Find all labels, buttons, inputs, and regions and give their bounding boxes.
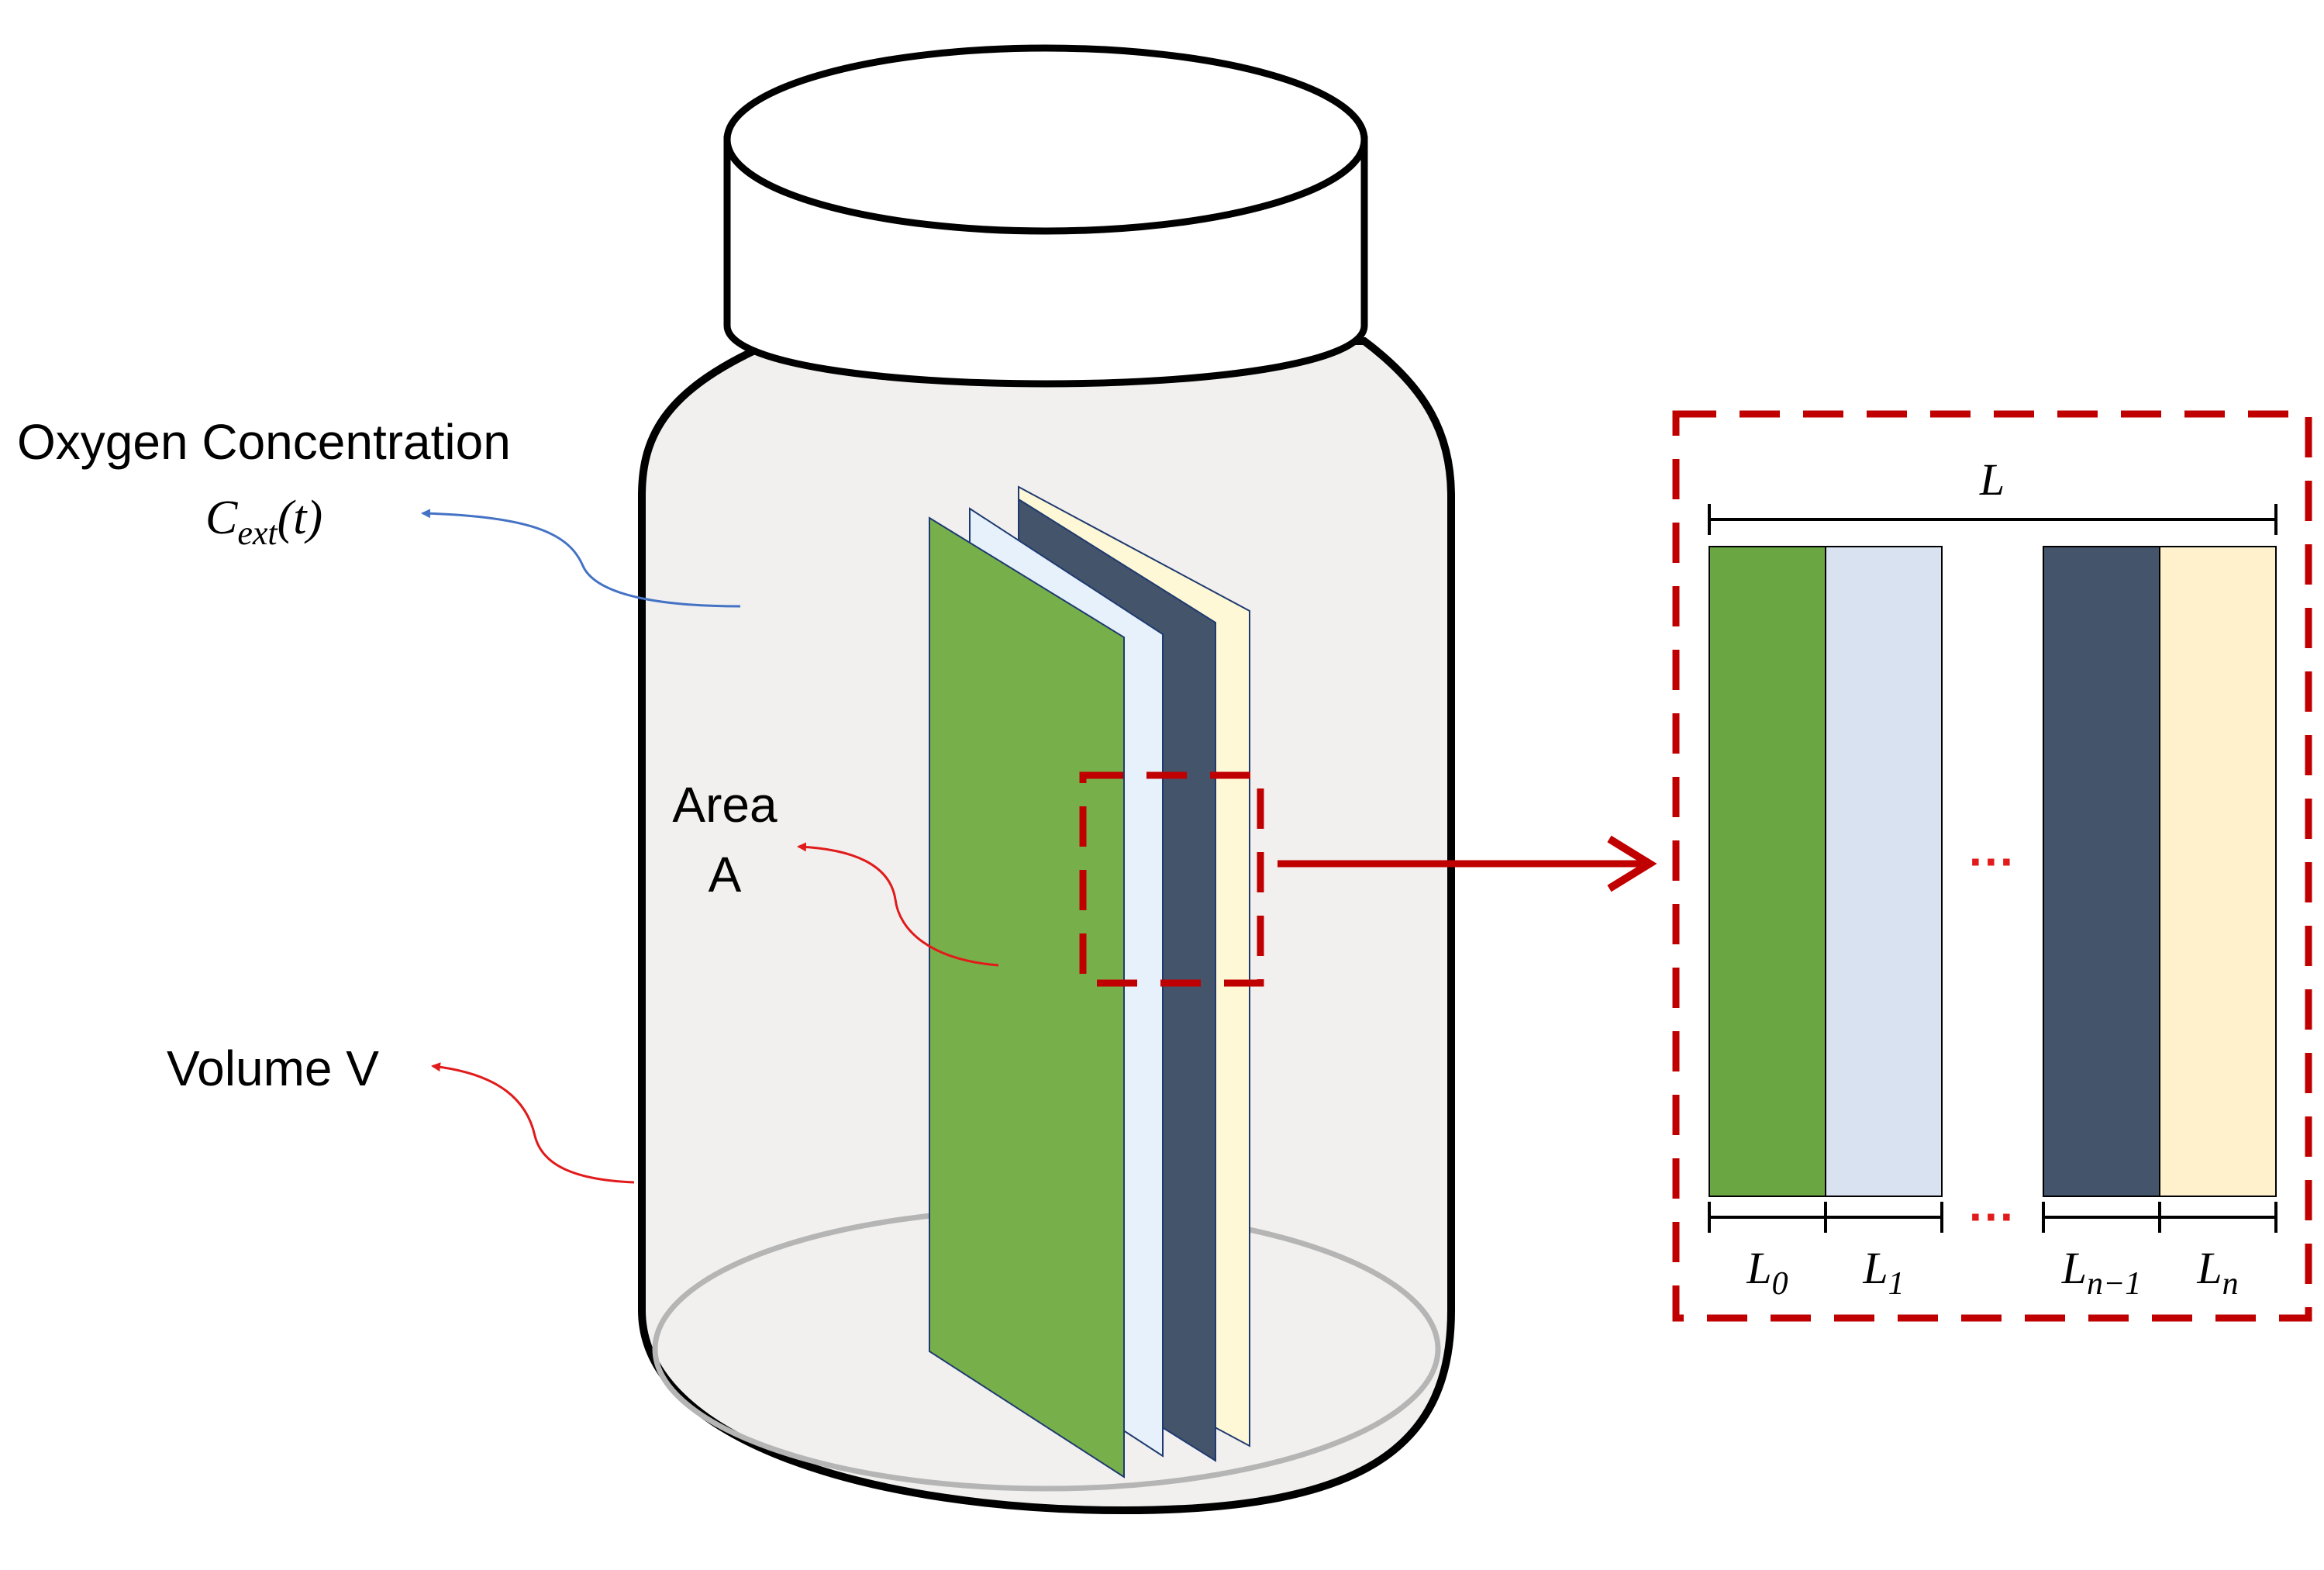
label-L1: L1: [1862, 1243, 1904, 1302]
oxygen-title: Oxygen Concentration: [17, 414, 511, 470]
zoom-arrow: [1278, 835, 1657, 892]
area-label-line1: Area: [672, 777, 778, 833]
zoom-region-box: [1079, 771, 1264, 987]
detail-box: [1672, 410, 2312, 1322]
detail-layers: [1709, 546, 2277, 1197]
jar-lid-top: [723, 44, 1368, 235]
label-L0: L0: [1746, 1243, 1788, 1302]
bottom-ellipsis: ···: [1969, 1191, 2015, 1243]
volume-leader-arrow: [431, 1062, 635, 1184]
detail-layer-1: [1825, 546, 1943, 1197]
film-layers: [929, 485, 1250, 1479]
layer-green: [929, 516, 1125, 1479]
label-Ln-minus-1: Ln−1: [2061, 1243, 2142, 1302]
middle-ellipsis: ···: [1969, 836, 2015, 888]
volume-label: Volume V: [167, 1040, 379, 1096]
detail-layer-n-minus-1: [2043, 546, 2160, 1197]
detail-layer-0: [1709, 546, 1826, 1197]
label-Ln: Ln: [2196, 1243, 2238, 1302]
oxygen-leader-arrow: [421, 509, 741, 608]
layer-length-ticks: [1708, 1202, 2277, 1233]
detail-layer-n: [2159, 546, 2277, 1197]
oxygen-symbol: Cext(t): [205, 492, 322, 552]
total-length-label: L: [1979, 454, 2005, 505]
area-leader-arrow: [797, 842, 999, 967]
total-length-indicator: L: [1708, 454, 2277, 535]
area-label-line2: A: [709, 847, 742, 902]
